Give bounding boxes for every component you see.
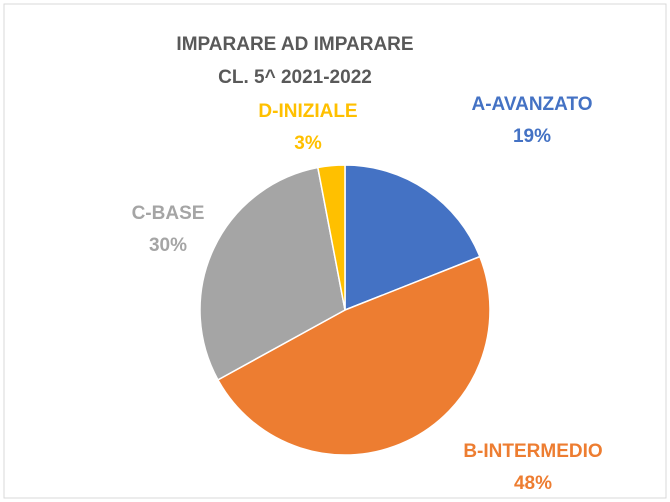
slice-category-label: B-INTERMEDIO — [463, 441, 602, 462]
slice-category-label: C-BASE — [132, 203, 205, 224]
slice-category-label: D-INIZIALE — [258, 101, 357, 122]
slice-value-label: 48% — [514, 473, 552, 494]
pie-slice — [344, 164, 481, 312]
pie-slice — [316, 164, 346, 311]
chart-subtitle: CL. 5^ 2021-2022 — [218, 67, 372, 88]
slice-value-label: 19% — [513, 126, 551, 147]
slice-value-label: 3% — [294, 133, 322, 154]
pie-slice — [199, 166, 346, 381]
slice-category-label: A-AVANZATO — [471, 94, 592, 115]
pie-slice — [216, 255, 491, 456]
chart-title: IMPARARE AD IMPARARE — [176, 34, 413, 55]
slice-value-label: 30% — [149, 235, 187, 256]
